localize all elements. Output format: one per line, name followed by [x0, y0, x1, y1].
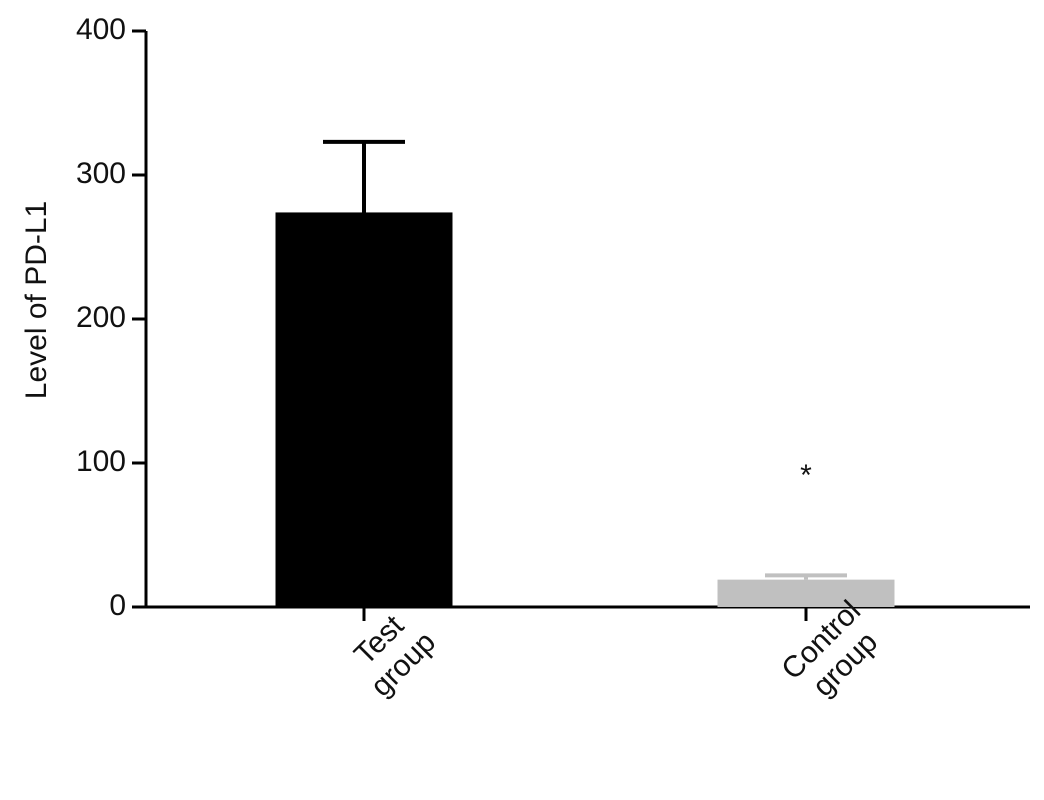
- annotation: *: [800, 459, 812, 492]
- y-tick-label: 100: [76, 445, 126, 478]
- x-tick-label: Testgroup: [340, 601, 442, 703]
- y-tick-label: 200: [76, 301, 126, 334]
- x-tick-label: Controlgroup: [775, 594, 891, 710]
- y-tick-label: 400: [76, 13, 126, 46]
- y-tick-label: 300: [76, 157, 126, 190]
- y-tick-label: 0: [109, 589, 126, 622]
- y-axis-label: Level of PD-L1: [20, 201, 53, 399]
- bar: [275, 212, 453, 607]
- bar: [717, 579, 895, 607]
